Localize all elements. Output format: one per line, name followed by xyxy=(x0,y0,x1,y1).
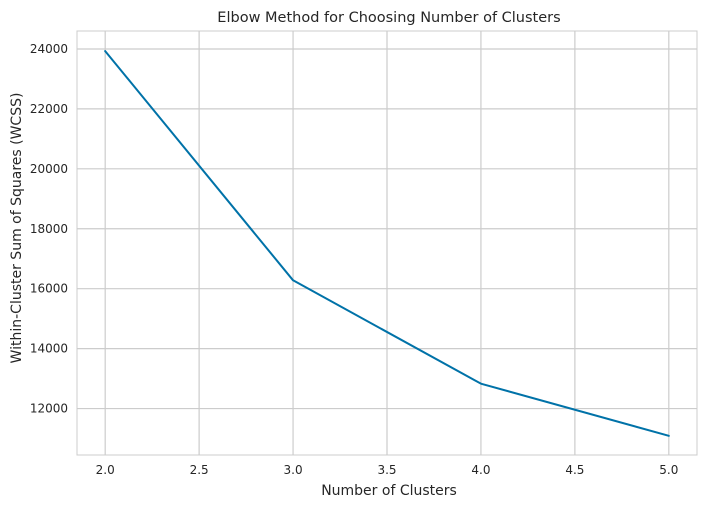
x-tick-label: 2.0 xyxy=(96,463,115,477)
x-tick-labels: 2.0 2.5 3.0 3.5 4.0 4.5 5.0 xyxy=(96,463,679,477)
y-tick-labels: 12000 14000 16000 18000 20000 22000 24000 xyxy=(30,42,68,416)
x-tick-label: 3.0 xyxy=(284,463,303,477)
series-group xyxy=(104,50,670,437)
x-tick-label: 4.0 xyxy=(471,463,490,477)
y-axis-label: Within-Cluster Sum of Squares (WCSS) xyxy=(9,93,25,364)
y-tick-label: 16000 xyxy=(30,282,68,296)
x-axis-label: Number of Clusters xyxy=(321,483,457,499)
y-tick-label: 24000 xyxy=(30,42,68,56)
x-tick-label: 2.5 xyxy=(190,463,209,477)
x-tick-label: 3.5 xyxy=(377,463,396,477)
x-tick-label: 4.5 xyxy=(565,463,584,477)
wcss-line xyxy=(104,50,670,437)
x-tick-label: 5.0 xyxy=(659,463,678,477)
y-tick-label: 14000 xyxy=(30,342,68,356)
plot-frame xyxy=(76,30,698,456)
y-tick-label: 20000 xyxy=(30,162,68,176)
grid-lines xyxy=(77,31,697,455)
y-tick-label: 18000 xyxy=(30,222,68,236)
y-tick-label: 12000 xyxy=(30,402,68,416)
chart-title: Elbow Method for Choosing Number of Clus… xyxy=(217,10,560,26)
y-tick-label: 22000 xyxy=(30,102,68,116)
